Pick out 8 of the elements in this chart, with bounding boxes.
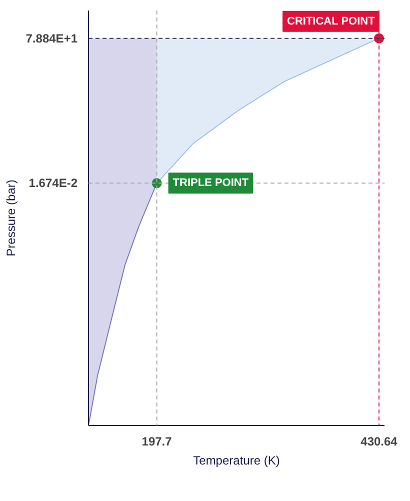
x-tick-label: 197.7 bbox=[142, 434, 172, 448]
annotation: CRITICAL POINT bbox=[287, 15, 376, 28]
y-tick-label: 7.884E+1 bbox=[26, 31, 78, 46]
y-axis-title: Pressure (bar) bbox=[4, 180, 18, 256]
x-tick-label: 430.64 bbox=[360, 434, 398, 448]
x-axis-title: Temperature (K) bbox=[193, 454, 280, 468]
y-tick-label: 1.674E-2 bbox=[28, 176, 78, 190]
annotation: TRIPLE POINT bbox=[172, 177, 249, 190]
